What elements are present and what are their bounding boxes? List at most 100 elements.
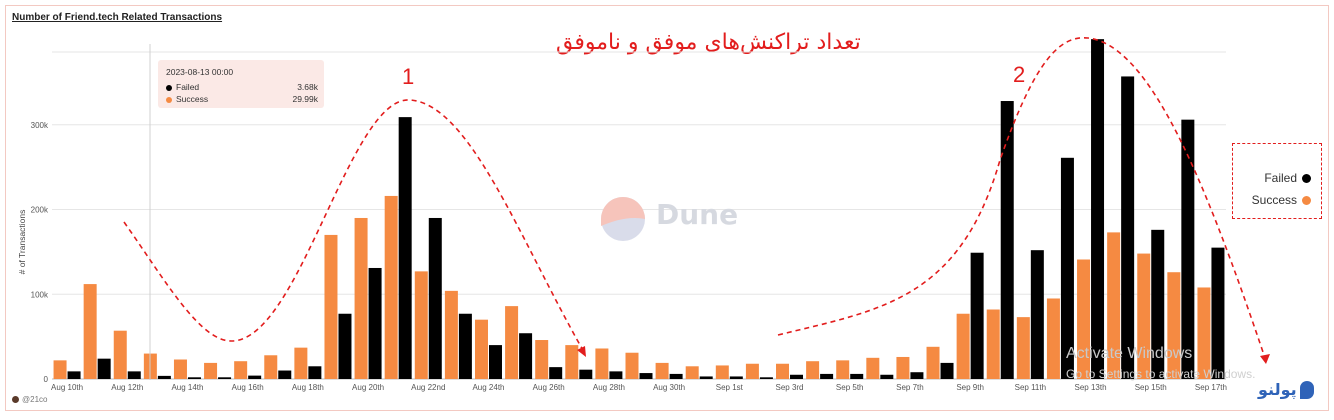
bar-success[interactable] [1077, 259, 1091, 379]
bar-success[interactable] [324, 234, 338, 379]
bar-success[interactable] [655, 362, 669, 379]
bar-success[interactable] [1197, 287, 1211, 379]
bar-failed[interactable] [759, 377, 773, 379]
y-tick-label: 0 [44, 375, 49, 384]
bar-success[interactable] [745, 363, 759, 379]
bar-success[interactable] [505, 306, 519, 379]
tooltip-label: Success [176, 94, 209, 104]
x-tick-label: Sep 17th [1195, 383, 1227, 392]
bar-success[interactable] [414, 271, 428, 379]
bar-success[interactable] [1016, 317, 1030, 379]
bar-success[interactable] [685, 366, 699, 379]
bars [53, 39, 1225, 380]
bar-failed[interactable] [218, 377, 232, 379]
bar-success[interactable] [595, 348, 609, 379]
bar-success[interactable] [53, 360, 67, 379]
bar-success[interactable] [806, 361, 820, 379]
bar-failed[interactable] [1000, 101, 1014, 380]
bar-success[interactable] [535, 340, 549, 379]
x-tick-label: Sep 9th [956, 383, 984, 392]
bar-success[interactable] [715, 365, 729, 379]
bar-success[interactable] [1137, 253, 1151, 379]
bar-failed[interactable] [549, 367, 563, 379]
annotation-arrow-2 [1260, 354, 1270, 364]
bar-failed[interactable] [850, 373, 864, 379]
bar-failed[interactable] [1030, 250, 1044, 379]
bar-success[interactable] [234, 361, 248, 379]
bar-failed[interactable] [278, 370, 292, 379]
bar-success[interactable] [444, 290, 458, 379]
legend-label: Failed [1264, 171, 1297, 185]
bar-failed[interactable] [157, 375, 171, 379]
author-avatar-icon [12, 396, 19, 404]
bar-failed[interactable] [1060, 157, 1074, 379]
x-tick-label: Aug 24th [472, 383, 504, 392]
bar-success[interactable] [776, 363, 790, 379]
bar-success[interactable] [896, 356, 910, 379]
bar-failed[interactable] [248, 375, 262, 379]
chart-title: Number of Friend.tech Related Transactio… [12, 12, 223, 23]
os-activation-hint: Go to Settings to activate Windows. [1066, 367, 1256, 381]
bar-success[interactable] [83, 284, 97, 379]
bar-failed[interactable] [639, 373, 653, 379]
bar-failed[interactable] [67, 371, 81, 379]
os-activation-watermark: Activate Windows [1066, 345, 1193, 362]
bar-success[interactable] [1107, 232, 1121, 379]
bar-success[interactable] [474, 319, 488, 379]
bar-failed[interactable] [699, 376, 713, 379]
bar-success[interactable] [113, 330, 127, 379]
bar-failed[interactable] [790, 374, 804, 379]
tooltip-date: 2023-08-13 00:00 [166, 67, 234, 77]
bar-failed[interactable] [1181, 119, 1195, 379]
bar-failed[interactable] [127, 371, 141, 379]
bar-failed[interactable] [398, 117, 412, 379]
bar-success[interactable] [565, 345, 579, 379]
bar-failed[interactable] [1151, 229, 1165, 379]
bar-failed[interactable] [458, 313, 472, 379]
peak-label-2: 2 [1013, 62, 1026, 87]
bar-failed[interactable] [428, 217, 442, 379]
bar-failed[interactable] [669, 373, 683, 379]
y-tick-label: 200k [31, 206, 49, 215]
bar-success[interactable] [926, 346, 940, 379]
bar-failed[interactable] [579, 369, 593, 379]
bar-success[interactable] [956, 313, 970, 379]
annotation-title: تعداد تراکنش‌های موفق و ناموفق [556, 30, 861, 55]
legend-item-success[interactable]: Success [1252, 193, 1311, 207]
bar-failed[interactable] [338, 313, 352, 379]
bar-failed[interactable] [97, 358, 111, 379]
bar-success[interactable] [384, 195, 398, 379]
bar-failed[interactable] [519, 333, 533, 379]
bar-success[interactable] [836, 360, 850, 379]
bar-success[interactable] [986, 309, 1000, 379]
bar-success[interactable] [1046, 298, 1060, 379]
annotation-arrow-1 [577, 346, 586, 357]
bar-failed[interactable] [187, 377, 201, 379]
x-tick-label: Sep 13th [1075, 383, 1107, 392]
bar-success[interactable] [354, 217, 368, 379]
bar-success[interactable] [1167, 272, 1181, 379]
bar-failed[interactable] [609, 371, 623, 379]
bar-success[interactable] [294, 347, 308, 379]
bar-success[interactable] [173, 359, 187, 379]
bar-failed[interactable] [880, 374, 894, 379]
bar-success[interactable] [264, 355, 278, 379]
bar-failed[interactable] [368, 267, 382, 379]
bar-failed[interactable] [1121, 76, 1135, 379]
dune-watermark: Dune [656, 198, 739, 231]
bar-failed[interactable] [910, 372, 924, 379]
bar-failed[interactable] [820, 373, 834, 379]
bar-success[interactable] [204, 362, 218, 379]
bar-failed[interactable] [940, 362, 954, 379]
bar-success[interactable] [625, 352, 639, 379]
bar-failed[interactable] [1211, 247, 1225, 379]
bar-failed[interactable] [729, 376, 743, 379]
bar-failed[interactable] [970, 252, 984, 379]
publisher-logo-icon [1300, 381, 1314, 399]
bar-failed[interactable] [488, 345, 502, 379]
bar-success[interactable] [866, 357, 880, 379]
bar-failed[interactable] [308, 366, 322, 379]
bar-failed[interactable] [1091, 39, 1105, 380]
legend-item-failed[interactable]: Failed [1264, 171, 1311, 185]
